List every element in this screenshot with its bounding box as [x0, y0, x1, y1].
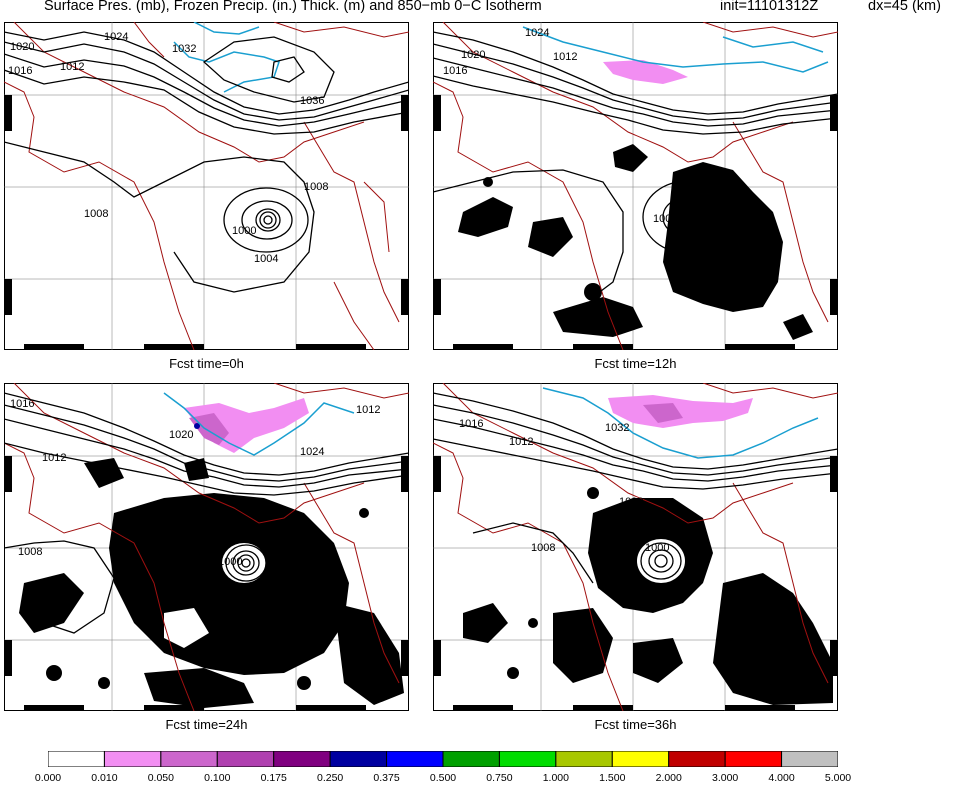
map-panel-0h: 1024 1020 1016 1012 1032 1036 1008 1008 … [4, 22, 409, 350]
contour-label: 1008 [304, 181, 328, 193]
colorbar-tick-label: 0.500 [429, 772, 457, 784]
colorbar-tick-label: 0.000 [34, 772, 62, 784]
figure-header: Surface Pres. (mb), Frozen Precip. (in.)… [0, 0, 963, 18]
contour-labels: 1024 1020 1016 1012 1032 1036 1008 1008 … [8, 31, 328, 265]
colorbar-swatch [781, 751, 838, 767]
contour-label: 1012 [553, 51, 577, 63]
map-panel-36h: 1016 1012 1032 1008 1008 1000 1004 [433, 383, 838, 711]
colorbar-swatch [611, 751, 670, 767]
map-panel-36h-svg: 1016 1012 1032 1008 1008 1000 1004 [433, 383, 838, 711]
fcst-label-12h: Fcst time=12h [594, 356, 677, 371]
contour-label: 1024 [300, 446, 324, 458]
contour-label: 1004 [254, 253, 278, 265]
frozen-precip-fill [458, 144, 813, 340]
colorbar-tick-label: 1.500 [599, 772, 626, 784]
fcst-label-36h: Fcst time=36h [594, 717, 677, 732]
contour-label: 1016 [8, 65, 32, 77]
colorbar-tick-label: 0.050 [147, 772, 174, 784]
colorbar-swatch [668, 751, 726, 767]
contour-label: 1008 [619, 496, 643, 508]
contour-label: 1004 [671, 245, 695, 257]
contour-label: 1004 [655, 590, 679, 602]
contour-label: 1000 [645, 542, 669, 554]
contour-label: 1032 [172, 43, 196, 55]
colorbar-swatch [103, 751, 162, 767]
contour-label: 1024 [525, 27, 549, 39]
contour-label: 1032 [605, 422, 629, 434]
country-borders [4, 22, 409, 350]
contour-label: 1012 [42, 452, 66, 464]
contour-label: 1024 [104, 31, 128, 43]
contour-label: 1012 [60, 61, 84, 73]
colorbar-swatch [724, 751, 783, 767]
map-panel-24h: 1016 1012 1020 1024 1012 1008 1000 [4, 383, 409, 711]
contour-label: 1016 [459, 418, 483, 430]
contour-label: 1016 [10, 398, 34, 410]
map-panel-0h-svg: 1024 1020 1016 1012 1032 1036 1008 1008 … [4, 22, 409, 350]
colorbar-tick-label: 0.375 [373, 772, 400, 784]
colorbar-swatch [273, 751, 331, 767]
contour-label: 1000 [232, 225, 256, 237]
contour-label: 1000 [218, 556, 242, 568]
colorbar-tick-label: 1.000 [542, 772, 569, 784]
contour-label: 1008 [18, 546, 42, 558]
colorbar-swatch [48, 751, 105, 767]
colorbar-tick-label: 0.100 [204, 772, 231, 784]
fcst-label-0h: Fcst time=0h [169, 356, 244, 371]
colorbar-swatch [216, 751, 275, 767]
map-panel-24h-svg: 1016 1012 1020 1024 1012 1008 1000 [4, 383, 409, 711]
init-time: init=11101312Z [720, 0, 819, 14]
contour-label: 1036 [300, 95, 324, 107]
contour-label: 1020 [169, 429, 193, 441]
contour-label: 1020 [461, 49, 485, 61]
contour-label: 1012 [509, 436, 533, 448]
colorbar-swatch [160, 751, 218, 767]
colorbar-tick-label: 0.250 [317, 772, 344, 784]
grid-spacing: dx=45 (km) [868, 0, 941, 14]
contour-label: 1020 [10, 41, 34, 53]
map-panel-12h-svg: 1024 1020 1016 1012 1000 1004 [433, 22, 838, 350]
fcst-label-24h: Fcst time=24h [165, 717, 248, 732]
colorbar-swatch [329, 751, 388, 767]
colorbar-tick-label: 3.000 [712, 772, 739, 784]
figure-title: Surface Pres. (mb), Frozen Precip. (in.)… [44, 0, 542, 14]
map-panel-12h: 1024 1020 1016 1012 1000 1004 [433, 22, 838, 350]
colorbar-swatch [498, 751, 557, 767]
frozen-precip-light [603, 60, 688, 84]
colorbar-tick-label: 5.000 [824, 772, 852, 784]
colorbar-tick-label: 0.750 [486, 772, 513, 784]
colorbar-swatch [555, 751, 613, 767]
pressure-contours [4, 31, 409, 293]
grid-lines [4, 22, 409, 350]
contour-label: 1016 [443, 65, 467, 77]
isotherm-0c [173, 22, 280, 93]
colorbar-tick-label: 4.000 [768, 772, 795, 784]
colorbar-tick-label: 0.010 [91, 772, 118, 784]
contour-label: 1008 [531, 542, 555, 554]
colorbar-tick-label: 0.175 [260, 772, 287, 784]
colorbar-swatch [386, 751, 444, 767]
contour-label: 1012 [356, 404, 380, 416]
contour-label: 1008 [84, 208, 108, 220]
colorbar [48, 751, 838, 767]
colorbar-swatch [442, 751, 500, 767]
colorbar-tick-label: 2.000 [655, 772, 682, 784]
contour-label: 1000 [653, 213, 677, 225]
